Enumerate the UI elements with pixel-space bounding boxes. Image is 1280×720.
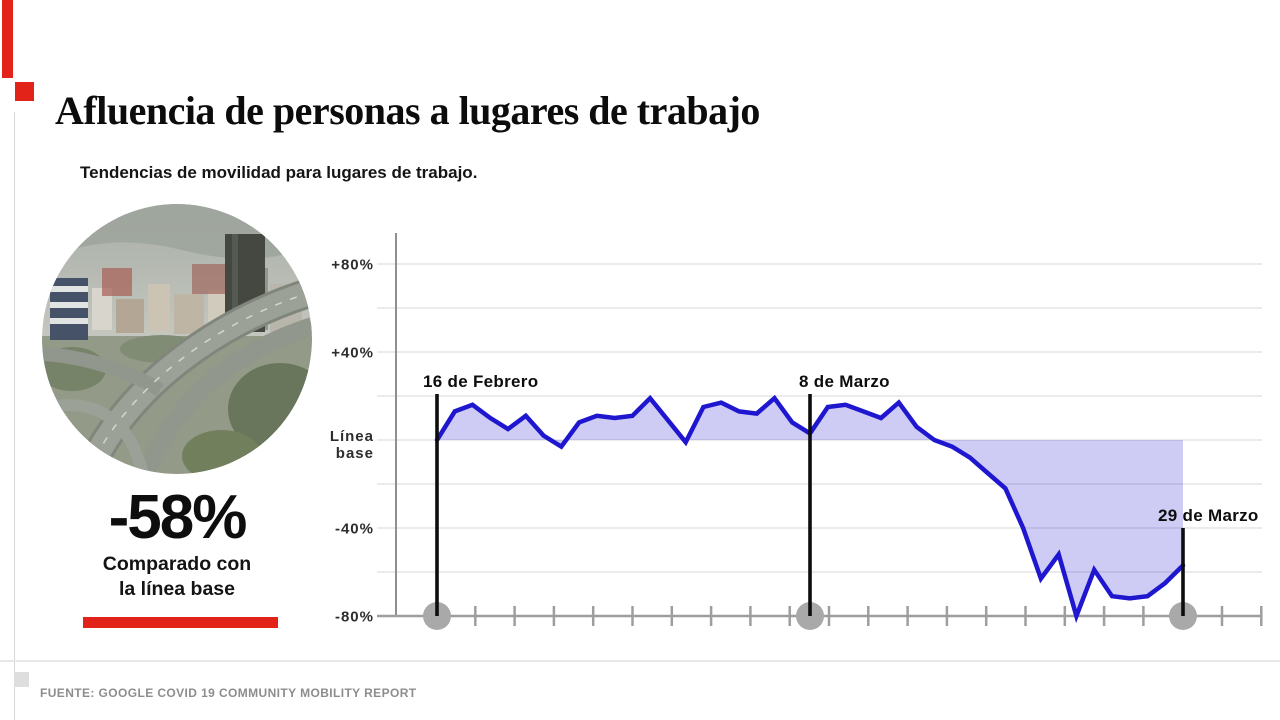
city-aerial-photo — [42, 204, 312, 474]
stat-caption-line1: Comparado con — [102, 553, 252, 575]
brand-red-bar — [2, 0, 13, 78]
annotation-label: 8 de Marzo — [799, 372, 890, 391]
source-text: FUENTE: GOOGLE COVID 19 COMMUNITY MOBILI… — [40, 686, 417, 700]
stat-caption-line2: la línea base — [119, 578, 235, 600]
stat-value: -58% — [108, 483, 248, 552]
left-hairline — [14, 112, 15, 720]
area-fill — [437, 398, 1183, 616]
y-axis-label: +40% — [331, 345, 374, 362]
stat-caption: Comparado con la línea base — [42, 552, 312, 602]
stat-underline-bar — [83, 617, 278, 628]
annotation-label: 16 de Febrero — [423, 372, 538, 391]
footer-square — [14, 672, 29, 687]
annotation-label: 29 de Marzo — [1158, 506, 1259, 525]
y-axis-label: Línea base — [330, 428, 374, 462]
y-axis-label: -40% — [335, 521, 374, 538]
page-title: Afluencia de personas a lugares de traba… — [55, 87, 760, 133]
y-axis-label: -80% — [335, 609, 374, 626]
mobility-chart: 16 de Febrero 8 de Marzo 29 de Marzo +80% +4… — [330, 233, 1263, 630]
footer-divider — [0, 660, 1280, 662]
city-aerial-photo-illustration — [42, 204, 312, 474]
subtitle: Tendencias de movilidad para lugares de … — [80, 163, 478, 182]
y-axis-label: +80% — [331, 257, 374, 274]
brand-red-square — [15, 82, 34, 101]
